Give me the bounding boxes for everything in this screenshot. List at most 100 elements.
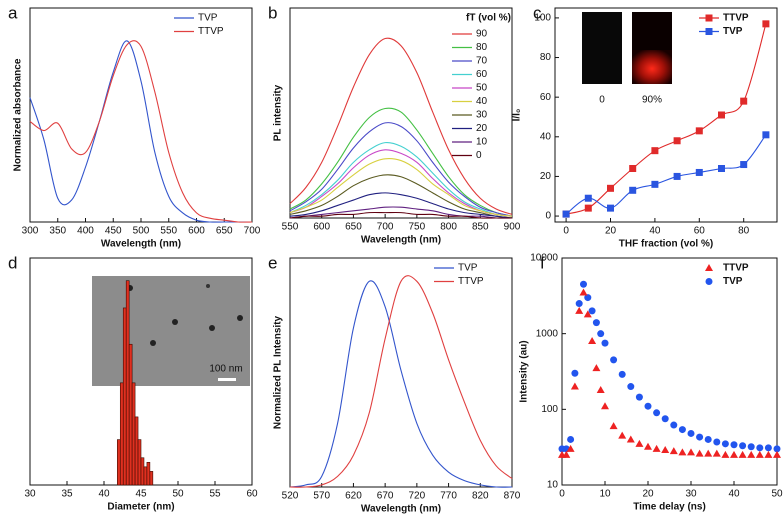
panel-label: f <box>540 253 545 272</box>
data-point <box>669 447 678 455</box>
x-tick-label: 50 <box>172 489 184 500</box>
data-point <box>773 450 781 458</box>
legend-label: TVP <box>723 26 743 37</box>
data-point <box>651 180 659 188</box>
panel-label: b <box>268 3 277 22</box>
x-axis-label: Wavelength (nm) <box>361 504 441 515</box>
series-line <box>289 122 513 217</box>
legend-label: TTVP <box>723 263 749 274</box>
y-axis-label: I/I₀ <box>512 109 523 122</box>
data-point <box>687 448 695 456</box>
data-point <box>580 280 587 288</box>
x-tick-label: 400 <box>77 226 94 237</box>
x-axis-label: Time delay (ns) <box>633 502 706 513</box>
data-point <box>670 421 678 429</box>
tem-inset <box>92 276 250 386</box>
data-point <box>618 431 627 439</box>
data-point <box>571 369 579 377</box>
data-point <box>705 278 713 285</box>
x-tick-label: 60 <box>694 226 706 237</box>
data-point <box>721 440 729 448</box>
series-line <box>289 275 513 488</box>
data-point <box>610 356 618 364</box>
data-point <box>644 402 652 410</box>
x-tick-label: 850 <box>472 222 489 233</box>
data-point <box>575 306 584 314</box>
data-point <box>762 131 770 139</box>
legend-label: 60 <box>476 69 488 80</box>
y-tick-label: 40 <box>540 131 552 142</box>
y-tick-label: 80 <box>540 52 552 63</box>
legend-label: 20 <box>476 123 488 134</box>
legend-label: TTVP <box>458 276 484 287</box>
x-tick-label: 20 <box>605 226 617 237</box>
data-point <box>652 444 661 452</box>
x-tick-label: 45 <box>135 489 147 500</box>
y-axis-label: Normalized absorbance <box>13 58 24 171</box>
histogram-bar <box>140 457 145 486</box>
data-point <box>764 444 772 452</box>
x-tick-label: 900 <box>504 222 521 233</box>
legend-label: TVP <box>458 263 478 274</box>
series-line <box>289 141 513 217</box>
x-tick-label: 30 <box>24 489 36 500</box>
data-point <box>597 330 605 338</box>
series-line <box>565 134 767 215</box>
annotation: 0 <box>599 95 605 106</box>
data-point <box>739 442 747 450</box>
panel: d 30 35 40 45 50 55 60 Diameter (nm) 100 nm <box>8 253 258 512</box>
plot-frame <box>289 257 513 488</box>
x-tick-label: 55 <box>209 489 221 500</box>
legend-label: TVP <box>723 276 743 287</box>
data-point <box>588 307 596 315</box>
histogram-bar <box>146 461 151 486</box>
data-point <box>740 97 748 105</box>
data-point <box>755 450 764 458</box>
legend-marker <box>705 14 713 22</box>
x-tick-label: 40 <box>98 489 110 500</box>
data-point <box>696 433 704 441</box>
x-tick-label: 10 <box>599 489 611 500</box>
data-point <box>673 172 681 180</box>
histogram-bar <box>128 343 133 486</box>
series-line <box>565 23 767 215</box>
annotation: 100 nm <box>209 364 242 375</box>
data-point <box>756 444 764 452</box>
histogram-bar <box>137 439 142 486</box>
series-line <box>289 280 513 488</box>
data-point <box>713 438 721 446</box>
x-axis-label: THF fraction (vol %) <box>619 239 713 250</box>
x-tick-label: 670 <box>377 491 394 502</box>
data-point <box>607 204 614 212</box>
legend-label: TVP <box>198 13 218 24</box>
x-tick-label: 50 <box>771 489 783 500</box>
y-tick-label: 1000 <box>536 328 559 339</box>
x-tick-label: 720 <box>409 491 426 502</box>
data-point <box>661 415 669 423</box>
data-point <box>695 449 704 457</box>
histogram-bar <box>149 471 154 486</box>
plot-frame <box>289 7 513 219</box>
legend-label: 90 <box>476 29 488 40</box>
x-axis-label: Diameter (nm) <box>107 502 174 513</box>
data-point <box>579 288 588 296</box>
data-point <box>661 446 670 454</box>
x-tick-label: 700 <box>377 222 394 233</box>
data-point <box>651 147 659 155</box>
data-point <box>678 426 686 434</box>
plot-frame <box>561 257 778 486</box>
x-tick-label: 700 <box>244 226 261 237</box>
data-point <box>704 435 712 443</box>
series-line <box>289 157 513 217</box>
data-point <box>584 204 592 212</box>
data-point <box>609 422 618 430</box>
series-line <box>289 107 513 217</box>
data-point <box>730 441 738 449</box>
x-tick-label: 570 <box>313 491 330 502</box>
series-line <box>289 174 513 219</box>
panel-label: c <box>533 3 542 22</box>
y-tick-label: 100 <box>541 404 558 415</box>
legend-title: fT (vol %) <box>466 13 511 24</box>
x-tick-label: 600 <box>313 222 330 233</box>
